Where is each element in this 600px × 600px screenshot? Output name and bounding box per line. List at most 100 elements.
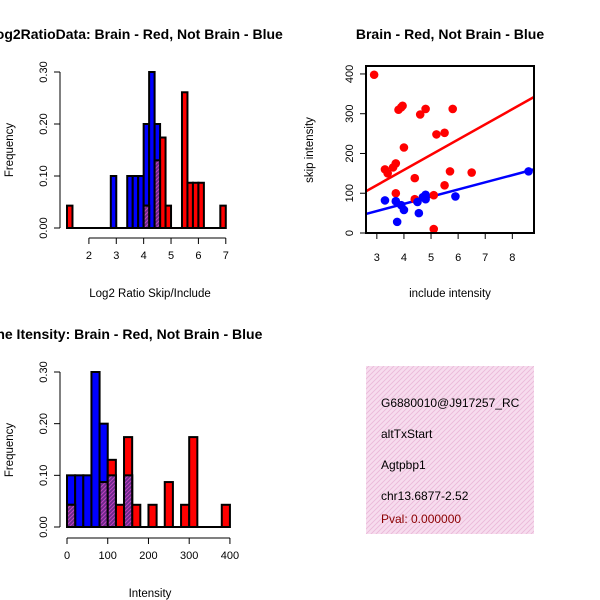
hist1-x-axis: 2 3 4 5 6 7 (86, 237, 229, 262)
bar-overlap (106, 474, 117, 529)
x-tick-label: 7 (223, 250, 229, 262)
scatter-plot-box (365, 65, 535, 234)
point-red (432, 130, 441, 139)
y-tick-label: 0.30 (38, 61, 50, 82)
point-red (429, 190, 439, 200)
point-red (421, 104, 430, 114)
x-tick-label: 4 (401, 252, 407, 264)
info-pval: Pval: 0.000000 (381, 512, 461, 526)
x-tick-label: 8 (509, 252, 515, 264)
y-tick-label: 0.20 (38, 413, 50, 434)
hist1-title: Log2RatioData: Brain - Red, Not Brain - … (0, 26, 283, 42)
point-blue (399, 205, 409, 215)
bar-brain (66, 204, 74, 229)
x-tick-label: 0 (64, 550, 70, 562)
bar-overlap (142, 204, 151, 229)
y-tick-label: 100 (344, 184, 356, 202)
bar-overlap (123, 474, 134, 529)
scatter-xlabel: include intensity (409, 288, 491, 300)
bar-brain (180, 503, 191, 528)
scatter-x-axis: 3 4 5 6 7 8 (374, 233, 515, 264)
x-tick-label: 4 (141, 250, 147, 262)
x-tick-label: 3 (374, 252, 380, 264)
info-location: chr13.6877-2.52 (381, 489, 469, 503)
hist2-title: Gene Itensity: Brain - Red, Not Brain - … (0, 326, 263, 342)
point-red (391, 188, 401, 198)
bar-overlap (66, 503, 77, 528)
scatter-fit-lines (365, 95, 535, 216)
point-red (440, 128, 449, 138)
histogram-gene-intensity: Gene Itensity: Brain - Red, Not Brain - … (0, 326, 263, 600)
point-red (445, 167, 455, 176)
bar-notbrain (109, 175, 118, 229)
point-red (410, 173, 420, 183)
y-tick-label: 0 (344, 230, 356, 236)
bar-brain (164, 204, 173, 229)
y-tick-label: 300 (344, 105, 356, 123)
point-blue (524, 167, 533, 176)
x-tick-label: 5 (168, 250, 174, 262)
y-tick-label: 0.00 (38, 217, 50, 238)
point-red (467, 168, 476, 177)
bar-overlap (98, 481, 109, 528)
bar-notbrain (74, 474, 85, 529)
y-tick-label: 0.20 (38, 113, 50, 134)
point-red (383, 169, 392, 178)
point-red (399, 143, 409, 152)
info-event-type: altTxStart (381, 427, 433, 441)
point-red (398, 101, 407, 111)
scatter-ylabel: skip intensity (304, 117, 316, 183)
hist2-y-axis: 0.00 0.10 0.20 0.30 (38, 361, 61, 538)
bar-brain (197, 181, 205, 229)
hist1-bars (66, 71, 227, 230)
point-blue (380, 196, 390, 205)
x-tick-label: 400 (221, 550, 239, 562)
y-tick-label: 200 (344, 144, 356, 162)
bar-brain (131, 503, 142, 528)
bar-brain (147, 503, 158, 528)
point-blue (421, 190, 430, 200)
bar-brain (220, 503, 231, 528)
x-tick-label: 7 (482, 252, 488, 264)
hist2-x-axis: 0 100 200 300 400 (64, 537, 239, 562)
point-red (369, 70, 379, 80)
bar-brain (219, 204, 227, 229)
x-tick-label: 3 (113, 250, 119, 262)
hist2-bars (66, 371, 231, 529)
info-panel-background (366, 366, 534, 534)
fit-line-red (365, 95, 535, 193)
point-red (429, 224, 439, 234)
bar-overlap (153, 159, 162, 229)
scatter-points (369, 70, 533, 234)
x-tick-label: 100 (99, 550, 117, 562)
x-tick-label: 200 (139, 550, 157, 562)
info-probe-id: G6880010@J917257_RC (381, 396, 520, 410)
point-red (391, 159, 401, 168)
histogram-log2-ratio: Log2RatioData: Brain - Red, Not Brain - … (0, 26, 283, 300)
fit-line-blue (365, 168, 535, 216)
hist1-y-axis: 0.00 0.10 0.20 0.30 (38, 61, 61, 239)
point-blue (451, 192, 460, 201)
bar-brain (188, 436, 199, 529)
x-tick-label: 6 (195, 250, 201, 262)
point-blue (414, 208, 424, 218)
y-tick-label: 0.10 (38, 165, 50, 186)
hist1-ylabel: Frequency (4, 123, 16, 178)
x-tick-label: 5 (428, 252, 434, 264)
bar-notbrain (82, 474, 93, 529)
x-tick-label: 6 (455, 252, 461, 264)
hist2-xlabel: Intensity (129, 588, 172, 600)
x-tick-label: 300 (180, 550, 198, 562)
y-tick-label: 0.00 (38, 516, 50, 537)
scatter-y-axis: 0 100 200 300 400 (344, 65, 366, 236)
bar-brain (114, 503, 126, 528)
point-red (448, 104, 458, 114)
y-tick-label: 0.10 (38, 465, 50, 486)
info-panel: G6880010@J917257_RC altTxStart Agtpbp1 c… (366, 366, 534, 534)
info-gene-name: Agtpbp1 (381, 458, 426, 472)
y-tick-label: 400 (344, 65, 356, 83)
hist1-xlabel: Log2 Ratio Skip/Include (89, 288, 210, 300)
point-blue (392, 217, 402, 227)
